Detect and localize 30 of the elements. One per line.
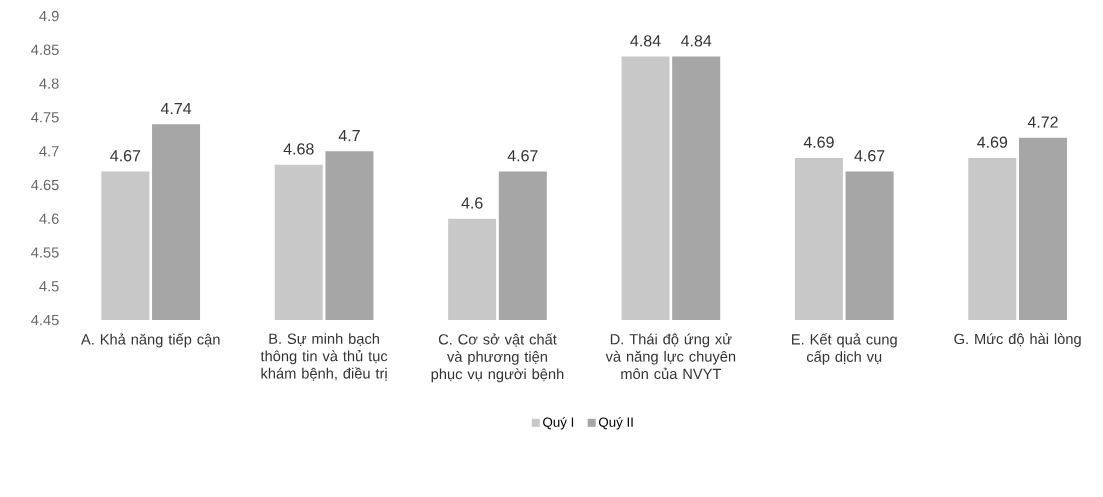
data-label: 4.67 (854, 149, 885, 162)
y-tick-label: 4.6 (39, 213, 59, 224)
data-label: 4.72 (1027, 116, 1058, 128)
data-label: 4.69 (803, 136, 834, 148)
data-label: 4.68 (283, 143, 314, 155)
data-label: 4.67 (507, 149, 538, 162)
data-label: 4.67 (110, 149, 141, 162)
y-tick-label: 4.75 (31, 112, 59, 123)
x-tick-label: C. Cơ sở vật chất và phương tiện phục vụ người bệnh (431, 332, 564, 382)
data-label: 4.69 (977, 136, 1008, 148)
data-label: 4.7 (338, 129, 360, 141)
legend-label: Quý II (598, 416, 633, 430)
data-label: 4.6 (461, 197, 483, 209)
y-tick-label: 4.7 (39, 145, 59, 156)
data-label: 4.74 (160, 102, 192, 114)
y-tick-label: 4.9 (39, 10, 59, 21)
x-tick-label: A. Khả năng tiếp cận (81, 332, 220, 348)
legend-label: Quý I (543, 416, 574, 430)
y-tick-label: 4.65 (31, 179, 59, 190)
data-label: 4.84 (681, 34, 712, 47)
data-label: 4.84 (630, 34, 661, 47)
x-tick-label: E. Kết quả cung cấp dịch vụ (792, 332, 897, 365)
y-tick-label: 4.45 (31, 314, 59, 325)
y-tick-label: 4.5 (39, 280, 59, 292)
x-tick-label: B. Sự minh bạch thông tin và thủ tục khám bệnh, điều trị (260, 332, 388, 381)
y-tick-label: 4.55 (31, 247, 59, 258)
x-tick-label: D. Thái độ ứng xử và năng lực chuyên môn của NVYT (605, 332, 736, 379)
y-tick-label: 4.8 (39, 78, 59, 89)
x-tick-label: G. Mức độ hài lòng (954, 332, 1081, 347)
y-tick-label: 4.85 (31, 44, 59, 55)
